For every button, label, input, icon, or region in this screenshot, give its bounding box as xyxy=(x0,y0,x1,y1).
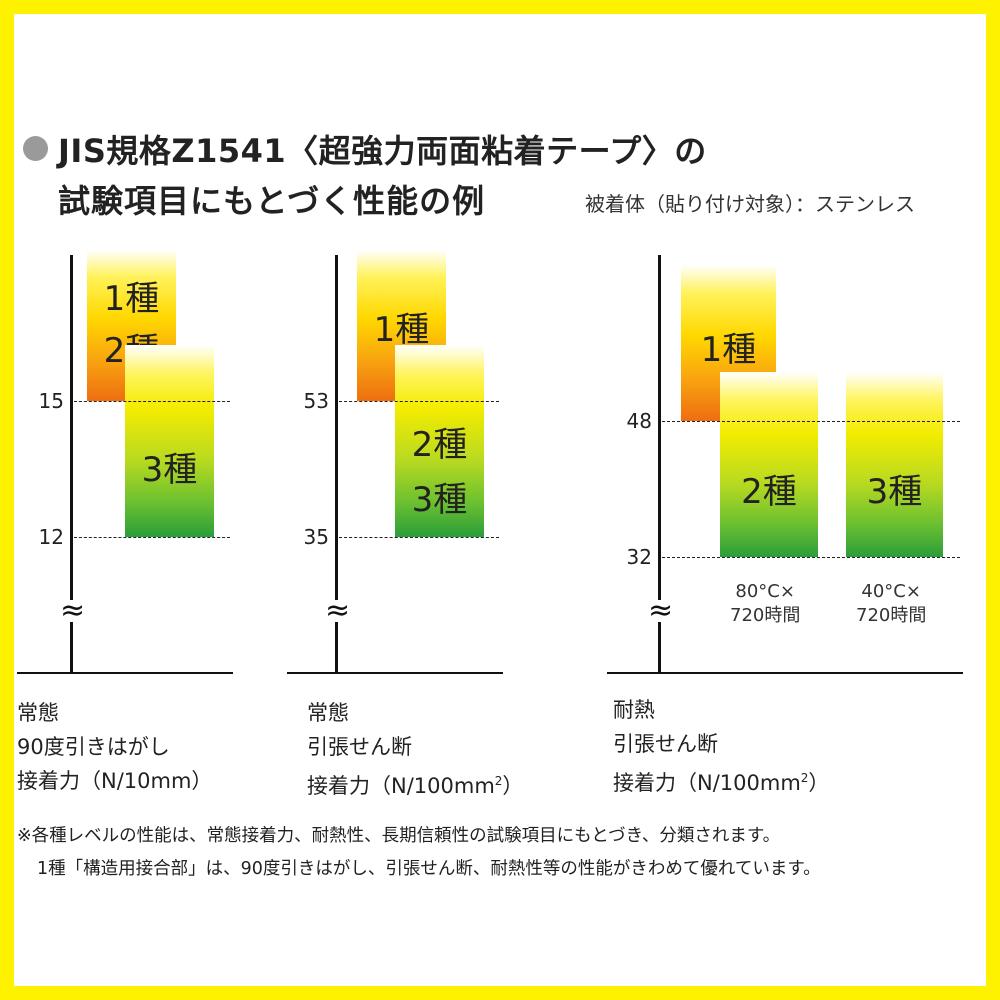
gridline xyxy=(662,421,960,422)
bar-label: 3種 xyxy=(411,480,468,520)
footnote: 1種「構造用接合部」は、90度引きはがし、引張せん断、耐熱性等の性能がきわめて優… xyxy=(37,859,821,879)
axis-break-icon: ≈ xyxy=(60,593,86,628)
gridline xyxy=(339,537,499,538)
tick-label: 15 xyxy=(38,389,64,413)
caption-text: 接着力（N/100mm xyxy=(613,771,801,795)
caption-text: ） xyxy=(502,774,524,798)
caption-line: 接着力（N/100mm2） xyxy=(613,761,829,800)
tick-label: 32 xyxy=(626,545,652,569)
caption-line: 耐熱 xyxy=(613,698,655,722)
y-axis xyxy=(335,255,338,674)
bar-grade3: 3種 xyxy=(125,345,214,537)
caption-line: 引張せん断 xyxy=(613,732,718,756)
caption-text: 接着力（N/100mm xyxy=(307,774,495,798)
gridline xyxy=(74,537,230,538)
bar-label: 1種 xyxy=(103,279,160,319)
bar-grade2: 2種 xyxy=(720,372,818,557)
x-axis xyxy=(17,672,233,674)
caption-text: ） xyxy=(808,771,830,795)
tick-label: 53 xyxy=(303,389,329,413)
x-axis xyxy=(287,672,503,674)
title-line2: 試験項目にもとづく性能の例 xyxy=(58,182,486,220)
caption-line: 接着力（N/10mm） xyxy=(17,769,213,793)
caption-sup: 2 xyxy=(800,771,809,785)
tick-label: 35 xyxy=(303,525,329,549)
caption-line: 引張せん断 xyxy=(307,735,412,759)
title-line1: JIS規格Z1541〈超強力両面粘着テープ〉の xyxy=(58,132,707,170)
bullet-icon xyxy=(23,136,48,161)
caption-line: 接着力（N/100mm2） xyxy=(307,764,523,803)
y-axis xyxy=(70,255,73,674)
subtitle: 被着体（貼り付け対象）：ステンレス xyxy=(585,192,915,216)
gridline xyxy=(74,401,230,402)
caption-line: 90度引きはがし xyxy=(17,735,170,759)
note-line: 40°C× xyxy=(861,581,921,602)
caption-sup: 2 xyxy=(494,774,503,788)
caption-line: 常態 xyxy=(17,701,59,725)
bar-grade3: 3種 xyxy=(846,372,943,557)
axis-break-icon: ≈ xyxy=(648,593,674,628)
axis-break-icon: ≈ xyxy=(325,593,351,628)
bar-label: 1種 xyxy=(373,310,430,350)
bar-label: 2種 xyxy=(741,472,797,512)
caption-line: 常態 xyxy=(307,701,349,725)
bar-label: 1種 xyxy=(700,330,757,370)
caption: 常態 90度引きはがし 接着力（N/10mm） xyxy=(17,696,212,798)
footnote: ※各種レベルの性能は、常態接着力、耐熱性、長期信頼性の試験項目にもとづき、分類さ… xyxy=(17,826,781,846)
gridline xyxy=(662,557,960,558)
note-line: 720時間 xyxy=(856,605,927,626)
caption: 常態 引張せん断 接着力（N/100mm2） xyxy=(307,696,523,803)
note-line: 80°C× xyxy=(735,581,795,602)
bar-label: 3種 xyxy=(141,450,198,490)
bar-label: 2種 xyxy=(411,425,468,465)
tick-label: 48 xyxy=(626,409,652,433)
condition-note: 80°C× 720時間 xyxy=(730,580,800,628)
note-line: 720時間 xyxy=(730,605,801,626)
y-axis xyxy=(658,255,661,674)
x-axis xyxy=(607,672,963,674)
caption: 耐熱 引張せん断 接着力（N/100mm2） xyxy=(613,693,829,800)
tick-label: 12 xyxy=(38,525,64,549)
bar-grade2-3: 2種 3種 xyxy=(395,345,484,537)
gridline xyxy=(339,401,499,402)
bar-label: 3種 xyxy=(866,472,923,512)
condition-note: 40°C× 720時間 xyxy=(856,580,926,628)
